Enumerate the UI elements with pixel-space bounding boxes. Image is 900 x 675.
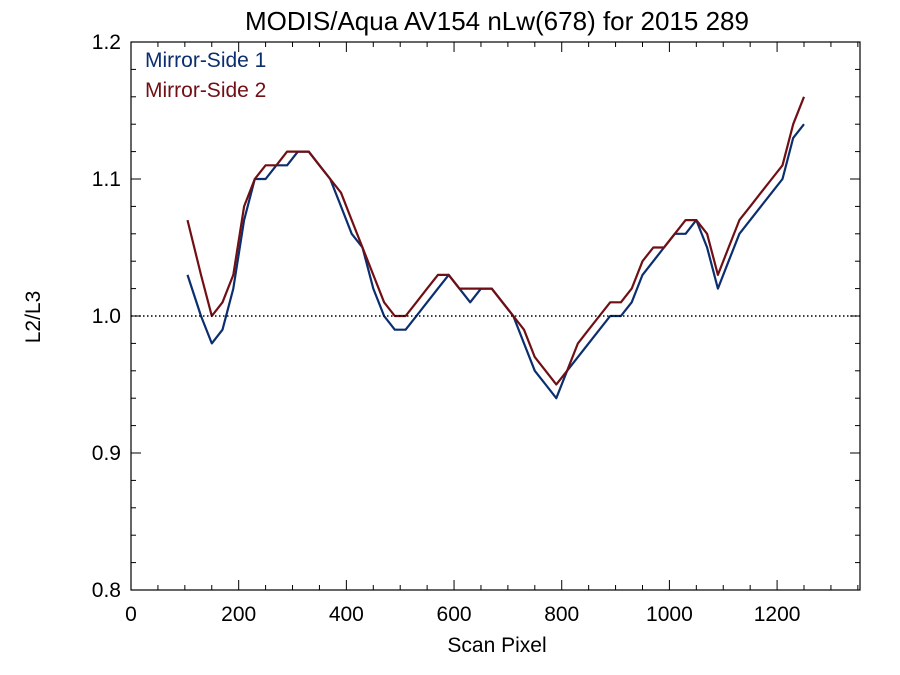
y-tick-label: 1.0 [92,305,121,328]
chart-title: MODIS/Aqua AV154 nLw(678) for 2015 289 [245,6,749,36]
x-axis: 0 200 400 600 800 1000 1200 [125,42,859,626]
plot-lines [186,96,806,400]
x-tick-label: 200 [221,603,256,626]
legend-mirror-side-2: Mirror-Side 2 [145,79,266,102]
legend: Mirror-Side 1 Mirror-Side 2 [145,49,266,102]
y-tick-label: 1.2 [92,31,121,54]
x-tick-label: 400 [329,603,364,626]
x-tick-label: 1000 [646,603,693,626]
y-tick-label: 0.8 [92,579,121,602]
y-tick-label: 0.9 [92,442,121,465]
x-tick-label: 1200 [754,603,801,626]
x-tick-label: 0 [125,603,137,626]
legend-mirror-side-1: Mirror-Side 1 [145,49,266,72]
x-axis-label: Scan Pixel [447,634,546,657]
series-line-mirror-side-1 [186,123,805,400]
series-line-mirror-side-2 [186,96,806,386]
x-tick-label: 600 [437,603,472,626]
y-tick-label: 1.1 [92,168,121,191]
y-axis: 0.8 0.9 1.0 1.1 1.2 [92,31,860,602]
x-tick-label: 800 [544,603,579,626]
y-axis-label: L2/L3 [22,291,45,344]
